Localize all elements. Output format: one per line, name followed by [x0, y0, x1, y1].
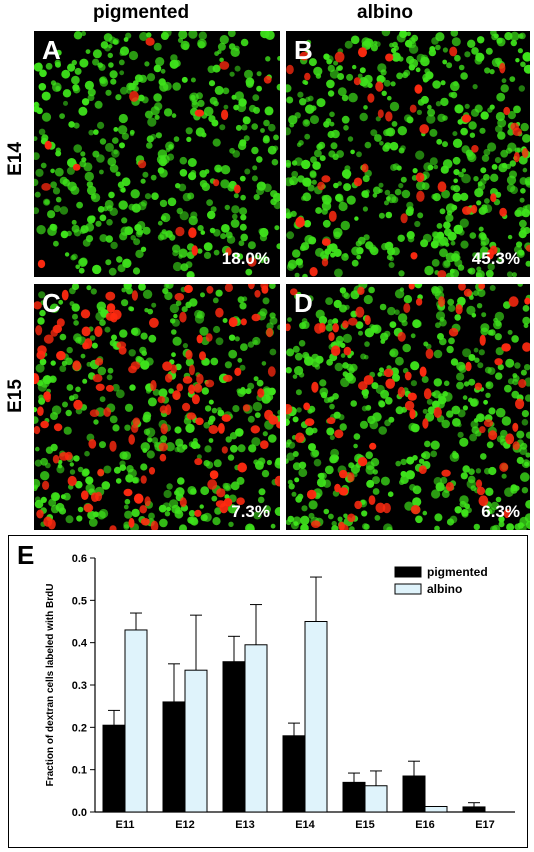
bar-pigmented-e14 — [282, 735, 306, 813]
micrograph-cells-c — [34, 284, 280, 530]
y-tick-label: 0.2 — [72, 722, 87, 734]
bar-pigmented-e12 — [162, 701, 186, 813]
legend-label-albino: albino — [427, 582, 462, 596]
panel-letter-a: A — [42, 35, 61, 65]
bar-pigmented-e16 — [402, 775, 426, 813]
bar-albino-e15 — [364, 785, 388, 813]
y-tick-label: 0.5 — [72, 595, 87, 607]
chart-panel-letter: E — [17, 540, 35, 570]
y-tick-label: 0.6 — [72, 553, 87, 565]
bar-albino-e12 — [184, 669, 208, 813]
column-title-pigmented: pigmented — [93, 2, 190, 23]
bar-chart-panel: E 0.0 0.1 0.2 0.3 0.4 0.5 0.6 Fraction of dextr… — [8, 535, 528, 848]
x-tick-label-e12: E12 — [175, 819, 195, 831]
bar-pigmented-e11 — [102, 724, 126, 813]
x-tick-label-e11: E11 — [116, 819, 135, 831]
legend-label-pigmented: pigmented — [427, 565, 488, 579]
x-tick-label-e13: E13 — [235, 819, 255, 831]
panel-percent-a: 18.0% — [221, 249, 270, 268]
panel-letter-c: C — [42, 288, 61, 318]
y-tick-label: 0.0 — [72, 807, 87, 819]
micrograph-panel-d: D 6.3% — [286, 284, 530, 530]
bar-albino-e13 — [244, 644, 268, 813]
panel-percent-b: 45.3% — [471, 249, 520, 268]
bar-pigmented-e17 — [462, 806, 486, 813]
panel-letter-b: B — [294, 35, 313, 65]
column-title-albino: albino — [357, 2, 413, 23]
panel-letter-d: D — [294, 288, 313, 318]
micrograph-cells-b — [286, 31, 530, 277]
micrograph-cells-a — [34, 31, 280, 277]
x-tick-label-e15: E15 — [355, 819, 375, 831]
legend-swatch-albino — [394, 583, 422, 595]
bar-albino-e16 — [424, 805, 448, 813]
x-tick-label-e16: E16 — [415, 819, 435, 831]
y-tick-label: 0.4 — [72, 638, 88, 650]
micrograph-panel-c: C 7.3% — [34, 284, 280, 530]
bar-chart: 0.0 0.1 0.2 0.3 0.4 0.5 0.6 Fraction of dextran… — [45, 553, 515, 831]
micrograph-cells-d — [286, 284, 530, 530]
bar-pigmented-e15 — [342, 781, 366, 813]
row-label-e14: E14 — [5, 142, 26, 176]
legend-swatch-pigmented — [394, 566, 422, 578]
x-tick-label-e14: E14 — [295, 819, 315, 831]
panel-percent-d: 6.3% — [481, 502, 520, 521]
micrograph-panel-b: B 45.3% — [286, 31, 530, 277]
y-tick-label: 0.3 — [72, 680, 87, 692]
y-axis-title: Fraction of dextran cells labeled with B… — [45, 584, 56, 787]
y-tick-label: 0.1 — [72, 765, 87, 777]
bar-pigmented-e13 — [222, 661, 246, 813]
micrograph-panel-a: A 18.0% — [34, 31, 280, 277]
x-tick-label-e17: E17 — [475, 819, 495, 831]
bar-albino-e11 — [124, 629, 148, 813]
panel-percent-c: 7.3% — [231, 502, 270, 521]
row-label-e15: E15 — [5, 379, 26, 413]
bar-albino-e14 — [304, 621, 328, 813]
